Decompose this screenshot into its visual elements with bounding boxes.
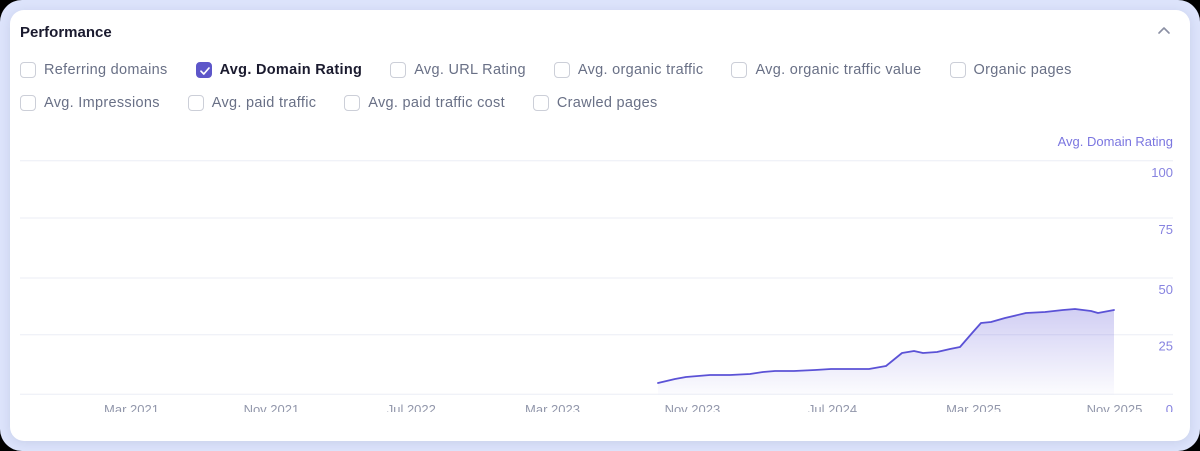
svg-text:75: 75: [1159, 222, 1173, 237]
svg-text:25: 25: [1159, 339, 1173, 354]
svg-text:Mar 2025: Mar 2025: [946, 402, 1001, 412]
svg-text:50: 50: [1159, 282, 1173, 297]
svg-text:Mar 2021: Mar 2021: [104, 402, 159, 412]
svg-text:0: 0: [1166, 402, 1173, 412]
svg-text:Nov 2021: Nov 2021: [244, 402, 300, 412]
svg-text:Mar 2023: Mar 2023: [525, 402, 580, 412]
svg-text:Avg. Domain Rating: Avg. Domain Rating: [1058, 134, 1173, 149]
svg-text:100: 100: [1151, 165, 1173, 180]
svg-text:Jul 2022: Jul 2022: [387, 402, 436, 412]
svg-text:Nov 2023: Nov 2023: [665, 402, 721, 412]
svg-text:Jul 2024: Jul 2024: [808, 402, 857, 412]
svg-text:Nov 2025: Nov 2025: [1087, 402, 1143, 412]
